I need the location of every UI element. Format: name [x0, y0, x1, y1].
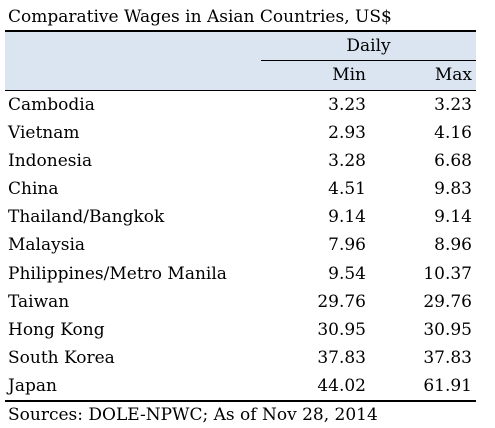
table-header: Daily Min Max — [5, 30, 476, 90]
min-wage-cell: 44.02 — [317, 375, 366, 396]
column-header-min: Min — [332, 65, 366, 85]
country-cell: Malaysia — [8, 235, 86, 256]
table-row: Philippines/Metro Manila 9.54 10.37 — [5, 260, 476, 288]
min-wage-cell: 37.83 — [317, 347, 366, 368]
table-row: Thailand/Bangkok 9.14 9.14 — [5, 203, 476, 231]
table-title: Comparative Wages in Asian Countries, US… — [8, 7, 392, 27]
min-wage-cell: 3.28 — [328, 151, 366, 172]
max-wage-cell: 9.83 — [434, 179, 472, 200]
table-row: Hong Kong 30.95 30.95 — [5, 316, 476, 344]
column-header-max: Max — [434, 65, 472, 85]
country-cell: Japan — [8, 375, 57, 396]
max-wage-cell: 61.91 — [423, 375, 472, 396]
max-wage-cell: 9.14 — [434, 207, 472, 228]
table-row: Taiwan 29.76 29.76 — [5, 288, 476, 316]
max-wage-cell: 29.76 — [423, 291, 472, 312]
table-row: Vietnam 2.93 4.16 — [5, 119, 476, 147]
max-wage-cell: 37.83 — [423, 347, 472, 368]
country-cell: Indonesia — [8, 151, 93, 172]
country-cell: Hong Kong — [8, 319, 105, 340]
country-cell: South Korea — [8, 347, 115, 368]
min-wage-cell: 4.51 — [328, 179, 366, 200]
country-cell: Taiwan — [8, 291, 70, 312]
max-wage-cell: 6.68 — [434, 151, 472, 172]
table-source: Sources: DOLE-NPWC; As of Nov 28, 2014 — [8, 405, 378, 426]
wage-table: Comparative Wages in Asian Countries, US… — [5, 4, 476, 428]
table-body: Cambodia 3.23 3.23 Vietnam 2.93 4.16 Indonesia… — [5, 90, 476, 403]
min-wage-cell: 30.95 — [317, 319, 366, 340]
country-cell: Cambodia — [8, 95, 95, 115]
group-header-daily: Daily — [261, 32, 476, 61]
table-row: Cambodia 3.23 3.23 — [5, 91, 476, 119]
min-wage-cell: 2.93 — [328, 123, 366, 144]
table-row: China 4.51 9.83 — [5, 175, 476, 203]
table-row: Japan 44.02 61.91 — [5, 372, 476, 403]
min-wage-cell: 9.54 — [328, 263, 366, 284]
min-wage-cell: 29.76 — [317, 291, 366, 312]
table-row: South Korea 37.83 37.83 — [5, 344, 476, 372]
table-row: Malaysia 7.96 8.96 — [5, 231, 476, 259]
country-cell: Philippines/Metro Manila — [8, 263, 227, 284]
max-wage-cell: 4.16 — [434, 123, 472, 144]
max-wage-cell: 30.95 — [423, 319, 472, 340]
max-wage-cell: 3.23 — [434, 95, 472, 115]
country-cell: Thailand/Bangkok — [8, 207, 165, 228]
min-wage-cell: 7.96 — [328, 235, 366, 256]
country-cell: Vietnam — [8, 123, 80, 144]
max-wage-cell: 10.37 — [423, 263, 472, 284]
min-wage-cell: 9.14 — [328, 207, 366, 228]
min-wage-cell: 3.23 — [328, 95, 366, 115]
max-wage-cell: 8.96 — [434, 235, 472, 256]
table-row: Indonesia 3.28 6.68 — [5, 147, 476, 175]
country-cell: China — [8, 179, 59, 200]
